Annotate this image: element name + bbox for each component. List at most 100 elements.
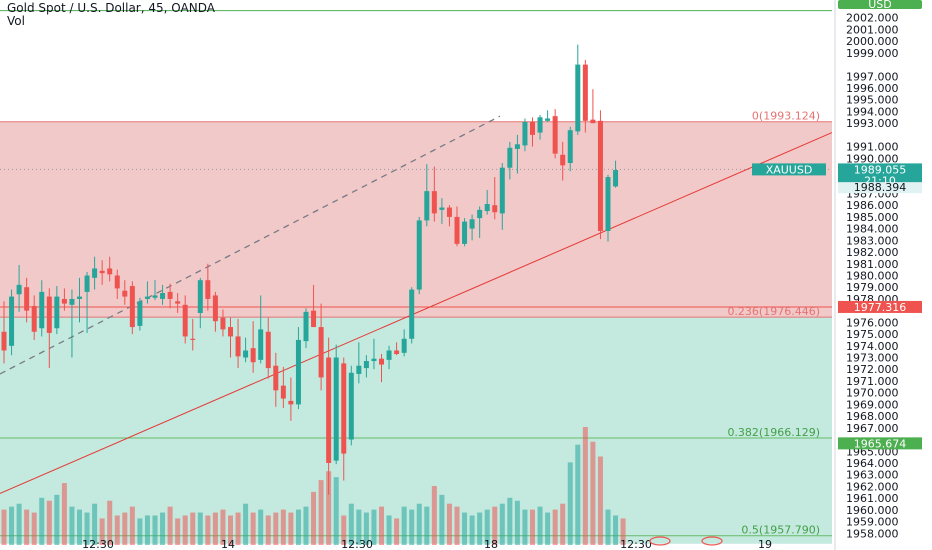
volume-bar — [46, 500, 52, 545]
candle — [61, 288, 67, 311]
drawing-lines — [0, 115, 833, 494]
price-tick-label: 1994.000 — [846, 105, 899, 118]
volume-bar — [152, 515, 158, 545]
candle — [137, 297, 143, 331]
currency-badge[interactable]: USD — [838, 0, 922, 11]
volume-bar — [469, 515, 475, 545]
volume-bar — [560, 503, 566, 545]
candle-body — [243, 350, 249, 358]
volume-bar — [235, 512, 241, 545]
volume-bar — [197, 512, 203, 545]
fib-zones — [0, 10, 832, 544]
volume-bar — [545, 512, 551, 545]
candle-body — [582, 64, 588, 121]
candle — [92, 256, 98, 290]
candle-body — [492, 205, 498, 213]
volume-bar — [394, 518, 400, 545]
price-tick-label: 1969.000 — [846, 398, 899, 411]
candle-body — [439, 207, 445, 210]
fib-zone-lower — [0, 317, 832, 544]
price-axis-bg[interactable] — [835, 0, 932, 550]
candle — [552, 109, 558, 159]
candle — [182, 295, 188, 344]
chart-title[interactable]: Gold Spot / U.S. Dollar, 45, OANDA — [7, 1, 216, 15]
candle-body — [54, 296, 60, 329]
volume-bar — [273, 512, 279, 545]
candle-body — [1, 331, 7, 351]
candle-body — [424, 191, 430, 221]
volume-indicator-label[interactable]: Vol — [7, 14, 25, 28]
candle — [590, 89, 596, 124]
candle — [288, 377, 294, 421]
candle — [39, 280, 45, 337]
volume-bar — [205, 515, 211, 545]
candle-body — [212, 295, 218, 322]
candle-body — [228, 327, 233, 337]
candle-body — [416, 220, 422, 290]
price-tick-label: 1973.000 — [846, 352, 899, 365]
candle-body — [590, 119, 596, 124]
volume-bar — [175, 518, 181, 545]
candle-body — [152, 295, 158, 298]
volume-bar — [122, 512, 128, 545]
price-tick-label: 2000.000 — [846, 35, 899, 48]
price-tags: XAUUSD 1989.05521:101988.3941977.3161965.… — [649, 163, 922, 546]
volume-bar — [84, 512, 90, 545]
price-tick-label: 1971.000 — [846, 375, 899, 388]
candle-body — [613, 170, 619, 187]
volume-bar — [16, 503, 22, 545]
volume-bar — [424, 506, 430, 545]
volume-bar — [265, 515, 271, 545]
price-tick-label: 1979.000 — [846, 281, 899, 294]
candle — [386, 345, 392, 370]
volume-bars — [1, 427, 626, 545]
dashed-trendline — [0, 115, 501, 375]
candle — [326, 337, 332, 495]
candle-body — [258, 329, 264, 360]
volume-bar — [311, 491, 317, 545]
price-tick-label: 1968.000 — [846, 410, 899, 423]
volume-bar — [129, 506, 135, 545]
candle — [605, 174, 611, 242]
candle — [409, 287, 415, 344]
candle — [280, 366, 286, 408]
volume-bar — [39, 497, 45, 545]
volume-bar — [477, 512, 483, 545]
candle-body — [363, 361, 369, 369]
volume-bar — [582, 427, 588, 545]
volume-bar — [333, 477, 339, 545]
candle-body — [597, 120, 603, 231]
volume-bar — [220, 509, 226, 545]
volume-bar — [9, 506, 15, 545]
volume-bar — [605, 509, 611, 545]
volume-bar — [250, 512, 256, 545]
candle — [24, 277, 30, 323]
candle — [560, 141, 566, 181]
candle-body — [175, 301, 181, 304]
candle — [175, 293, 181, 313]
candle-body — [409, 289, 415, 339]
volume-bar — [182, 515, 188, 545]
candle — [303, 308, 309, 349]
volume-bar — [228, 515, 233, 545]
volume-bar — [590, 441, 596, 545]
volume-bar — [31, 512, 37, 545]
candle — [273, 352, 279, 407]
fib-level-label: 0.236(1976.446) — [727, 305, 820, 318]
fib-level-labels: 0(1993.124) 0.236(1976.446) 0.382(1966.129… — [727, 110, 820, 537]
volume-bar — [280, 509, 286, 545]
candle — [228, 317, 233, 358]
candle-body — [190, 338, 196, 340]
candle-body — [514, 144, 520, 149]
fib-level-label: 0(1993.124) — [752, 110, 820, 123]
volume-bar — [61, 483, 67, 545]
volume-bar — [537, 506, 543, 545]
candle-body — [46, 296, 52, 333]
price-tick-label: 1986.000 — [846, 199, 899, 212]
candle-body — [303, 311, 309, 342]
candle — [597, 110, 603, 240]
candle-body — [341, 363, 347, 454]
candle — [54, 286, 60, 335]
volume-bar — [371, 509, 377, 545]
